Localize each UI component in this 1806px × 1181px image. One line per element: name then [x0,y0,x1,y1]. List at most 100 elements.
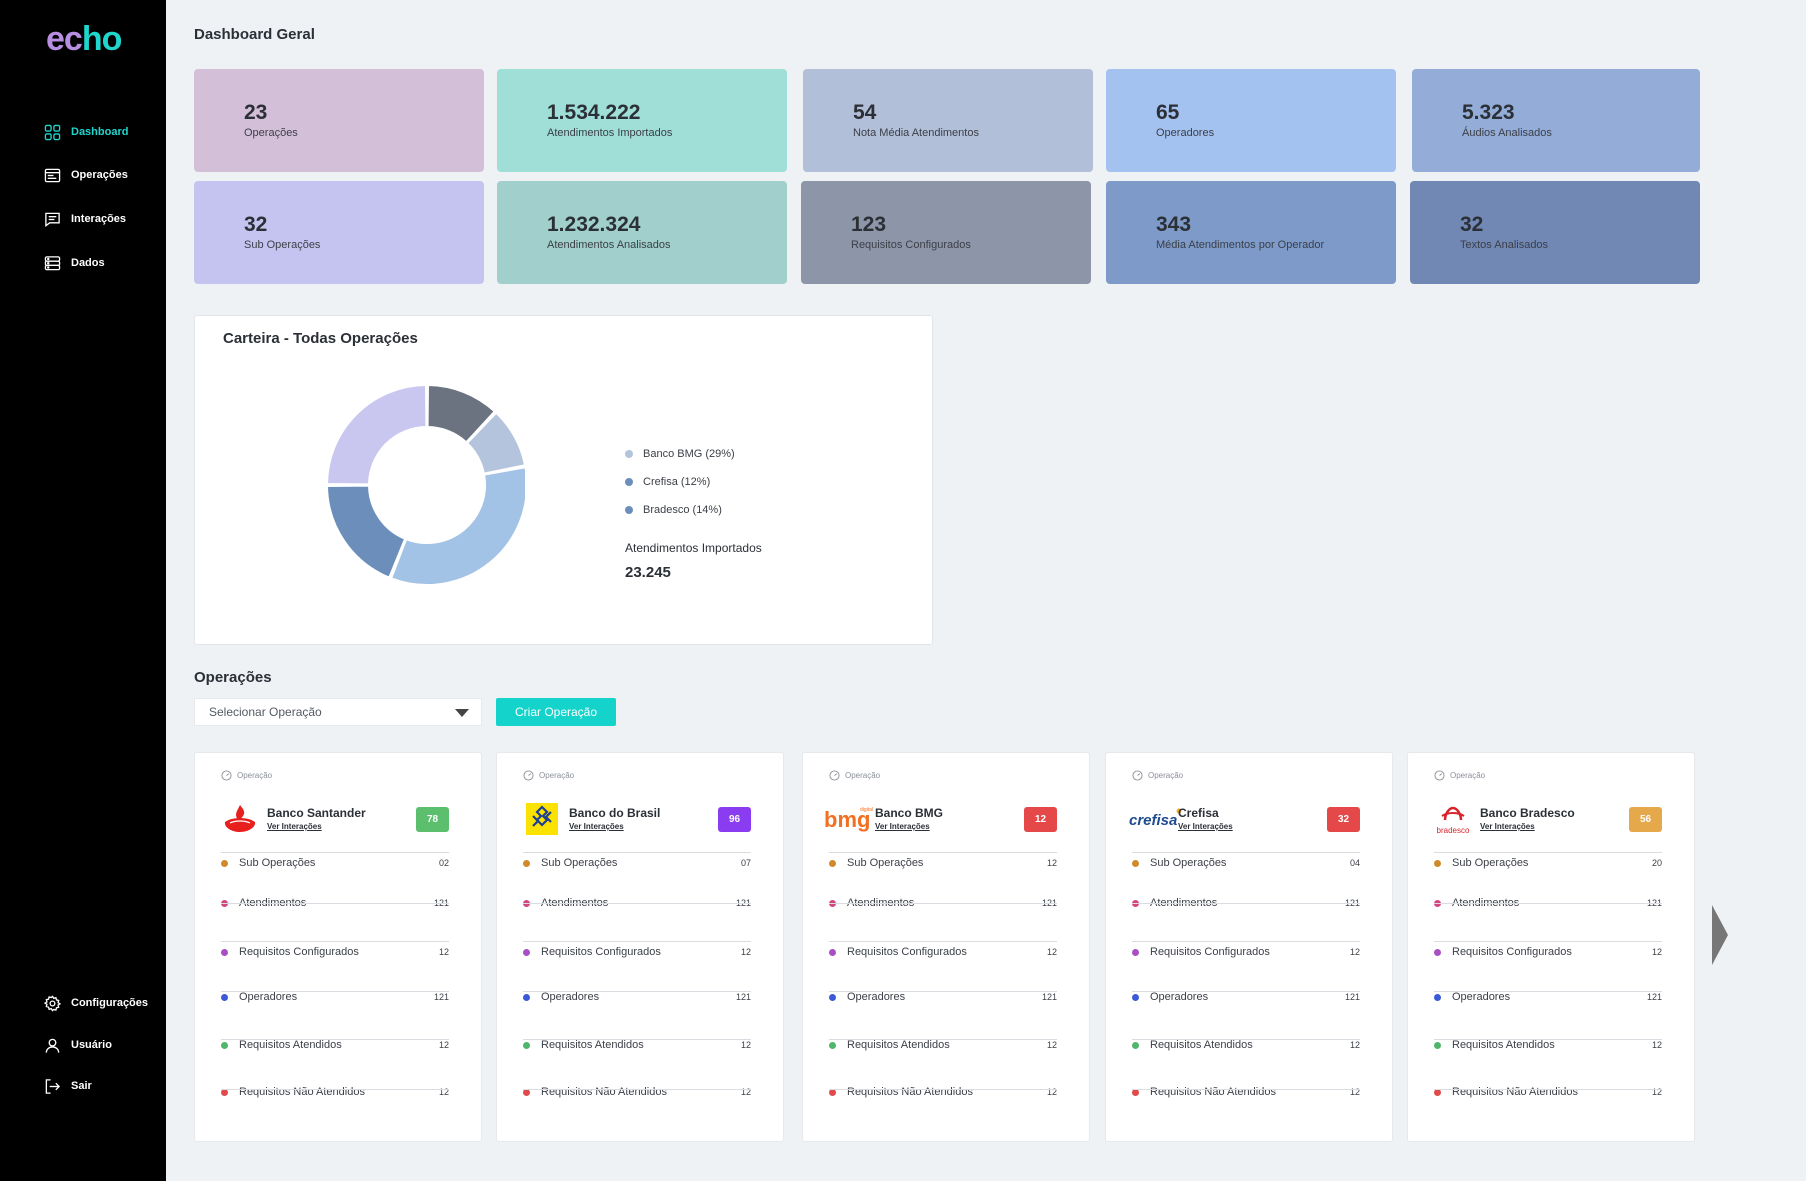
crefisa-logo-text: crefisa [1129,812,1177,829]
santander-logo [220,802,260,836]
sidebar-item-dados[interactable]: Dados [44,252,105,274]
view-interactions-link[interactable]: Ver Interações [569,822,624,831]
metric-label: Sub Operações [239,857,316,869]
legend-dot [625,506,633,514]
operation-tag: Operação [523,770,574,781]
score-badge: 96 [718,807,751,832]
sidebar-item-sair[interactable]: Sair [44,1075,92,1097]
metric-label: Requisitos Atendidos [541,1039,644,1051]
metric-label: Sub Operações [1150,857,1227,869]
metric-value: 121 [433,992,449,1002]
chart-sub-label: Atendimentos Importados [625,541,762,555]
donut-slice [465,411,525,475]
metric-value: 04 [1349,858,1360,868]
metric-label: Operadores [239,991,298,1003]
sidebar-item-usuario[interactable]: Usuário [44,1034,112,1056]
metric-row: Requisitos Não Atendidos 12 [523,1068,751,1116]
carousel-next-arrow-icon[interactable] [1712,905,1728,965]
stat-card-sub-operacoes: 32 Sub Operações [194,181,484,284]
metric-dot [523,1088,530,1096]
metric-value: 121 [735,992,751,1002]
view-interactions-link[interactable]: Ver Interações [1480,822,1535,831]
operation-tag-label: Operação [237,771,273,780]
metric-label: Requisitos Atendidos [1452,1039,1555,1051]
metric-dot [829,993,836,1001]
metric-value: 12 [438,1087,449,1097]
divider [523,1089,751,1090]
operation-tag: Operação [221,770,272,781]
operation-card: Operação bradesco Banco Bradesco Ver Intera… [1407,752,1695,1142]
metric-value: 12 [1651,1087,1662,1097]
sidebar-item-operacoes[interactable]: Operações [44,164,128,186]
donut-slice [389,466,525,586]
metric-dot [829,859,836,867]
stat-value: 5.323 [1462,101,1515,124]
divider [1434,852,1662,853]
metric-dot [1434,948,1441,956]
metric-row: Requisitos Atendidos 12 [829,1021,1057,1069]
stat-value: 65 [1156,101,1180,124]
sidebar-item-configuracoes[interactable]: Configurações [44,992,148,1014]
metric-label: Requisitos Configurados [1452,946,1572,958]
metric-value: 121 [1344,992,1360,1002]
metric-row: Sub Operações 20 [1434,839,1662,887]
metric-value: 12 [1046,1087,1057,1097]
divider [1132,941,1360,942]
operation-name: Crefisa [1178,806,1219,820]
sidebar-item-dashboard[interactable]: Dashboard [44,121,128,143]
stat-value: 1.534.222 [547,101,641,124]
create-operation-button[interactable]: Criar Operação [496,698,616,726]
sidebar-item-label: Configurações [71,997,149,1009]
metric-row: Operadores 121 [829,973,1057,1021]
operation-card: Operação Banco do Brasil Ver Interações 96 S… [496,752,784,1142]
metric-value: 12 [1349,1087,1360,1097]
divider [829,1089,1057,1090]
metric-row: Requisitos Não Atendidos 12 [221,1068,449,1116]
divider [1132,852,1360,853]
donut-slice [426,383,497,444]
divider [523,941,751,942]
sidebar-item-label: Interações [71,213,127,225]
stat-card-audios: 5.323 Áudios Analisados [1412,69,1700,172]
operation-select[interactable]: Selecionar Operação [194,698,482,726]
metric-label: Requisitos Não Atendidos [239,1086,365,1098]
sidebar-item-interacoes[interactable]: Interações [44,208,126,230]
metric-dot [523,859,530,867]
metric-value: 20 [1651,858,1662,868]
score-badge: 78 [416,807,449,832]
divider [1434,941,1662,942]
chat-list-icon [45,212,60,227]
stat-label: Operadores [1156,127,1215,139]
metric-label: Requisitos Configurados [239,946,359,958]
grid-icon [44,124,61,140]
legend-item: Banco BMG (29%) [625,440,735,468]
metric-row: Operadores 121 [221,973,449,1021]
metric-row: Operadores 121 [1132,973,1360,1021]
metric-label: Requisitos Configurados [1150,946,1270,958]
metric-dot [829,1088,836,1096]
divider [221,852,449,853]
view-interactions-link[interactable]: Ver Interações [875,822,930,831]
divider [1132,991,1360,992]
operation-tag-label: Operação [1148,771,1184,780]
chart-legend: Banco BMG (29%) Crefisa (12%) Bradesco (… [625,440,735,524]
view-interactions-link[interactable]: Ver Interações [1178,822,1233,831]
operation-name: Banco do Brasil [569,806,661,820]
operation-name: Banco Bradesco [1480,806,1575,820]
metric-value: 12 [1046,1040,1057,1050]
metric-dot [829,948,836,956]
echo-logo[interactable]: echo [46,20,122,58]
logout-icon [45,1078,61,1094]
bmg-logo-small: digital [860,807,873,813]
metric-label: Operadores [1452,991,1511,1003]
stat-value: 343 [1156,213,1192,236]
view-interactions-link[interactable]: Ver Interações [267,822,322,831]
stat-value: 32 [1460,213,1484,236]
metric-label: Requisitos Atendidos [239,1039,342,1051]
stat-card-operacoes: 23 Operações [194,69,484,172]
gauge-icon [829,770,840,781]
metric-value: 12 [1046,947,1057,957]
stat-value: 54 [853,101,877,124]
metric-row: Requisitos Não Atendidos 12 [1132,1068,1360,1116]
divider [221,1089,449,1090]
